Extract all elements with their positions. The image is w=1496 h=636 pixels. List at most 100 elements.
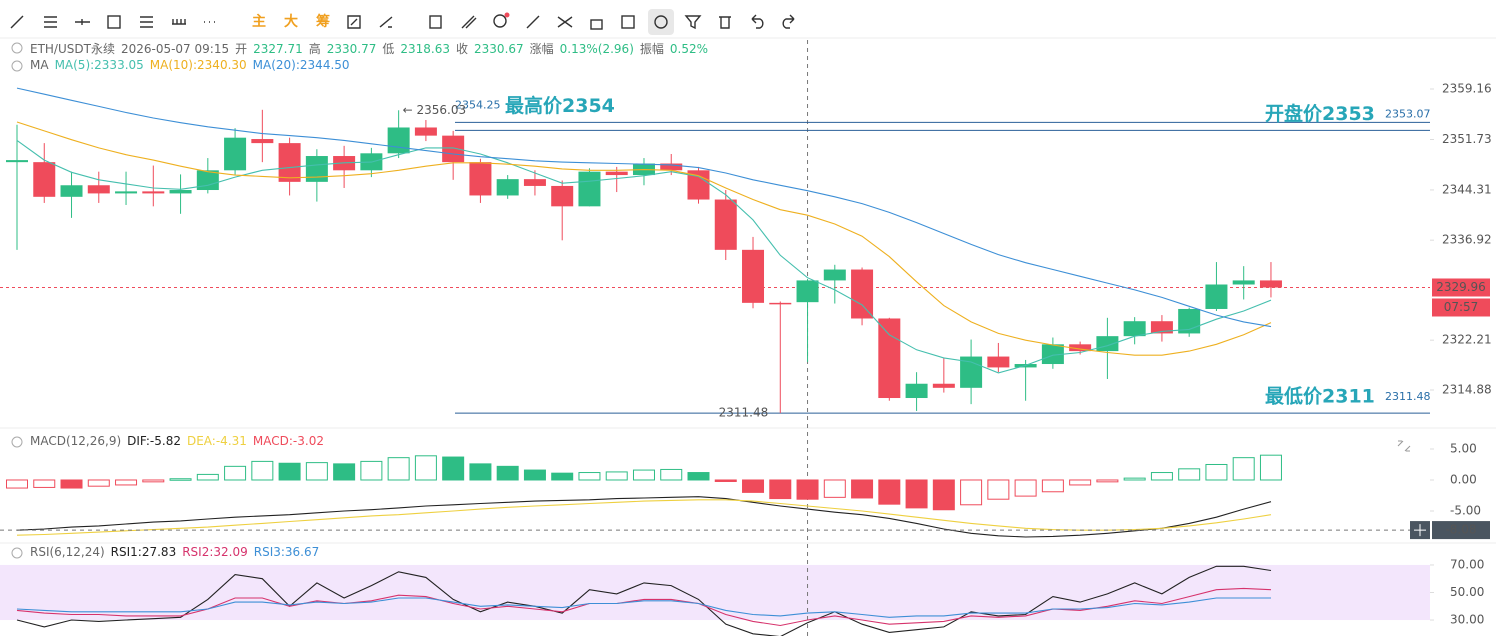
ma-title: MA	[30, 58, 49, 72]
measure-tool[interactable]	[379, 16, 393, 28]
candle-body	[469, 162, 492, 196]
price-tag	[1432, 278, 1490, 297]
undo-tool[interactable]	[751, 14, 764, 29]
macd-bar	[1150, 472, 1173, 481]
line-tool[interactable]	[10, 15, 24, 29]
brush-tool[interactable]	[526, 15, 540, 29]
collapse-icon[interactable]	[11, 547, 23, 559]
ruler-tool[interactable]	[172, 19, 186, 25]
macd-bar	[551, 472, 574, 481]
delete-tool[interactable]	[719, 16, 731, 29]
y-tick-label: 2336.92	[1442, 233, 1492, 247]
toolbar-chip[interactable]: 筹	[316, 13, 330, 30]
legend-entry: MA(20):2344.50	[252, 58, 350, 72]
magnet-tool[interactable]	[461, 15, 477, 29]
menu-tool[interactable]	[44, 16, 57, 28]
expand-icon[interactable]	[1397, 440, 1411, 452]
level-value: 2311.48	[1385, 390, 1431, 403]
macd-bar	[169, 478, 192, 481]
candle-body	[60, 185, 83, 197]
toolbar-big[interactable]: 大	[284, 13, 298, 30]
candle-body	[1205, 284, 1228, 309]
collapse-icon[interactable]	[11, 436, 23, 448]
macd-bar	[1205, 463, 1228, 481]
macd-bar	[987, 479, 1010, 500]
candle-body	[714, 199, 737, 250]
candle-body	[115, 191, 138, 194]
macd-bar	[687, 472, 710, 481]
legend-entry: DIF:-5.82	[127, 434, 181, 448]
macd-bar	[851, 479, 874, 499]
candle-body	[742, 249, 765, 303]
macd-bar	[1178, 468, 1201, 481]
edit-tool[interactable]	[347, 15, 361, 29]
pattern-tool[interactable]	[557, 16, 573, 28]
macd-bar	[1069, 479, 1092, 486]
indicator-line	[16, 496, 1272, 538]
fib-tool[interactable]	[140, 16, 153, 28]
candle-body	[224, 137, 247, 171]
candle-body	[660, 163, 683, 171]
macd-bar	[932, 479, 955, 511]
candle-body	[878, 318, 901, 399]
collapse-icon[interactable]	[11, 42, 23, 54]
macd-bar	[60, 479, 83, 489]
macd-bar	[6, 479, 28, 489]
filter-tool[interactable]	[684, 15, 702, 30]
crosshair-label: -8.08	[1445, 523, 1476, 537]
lock-tool[interactable]	[590, 19, 603, 30]
y-tick-label: 30.00	[1450, 613, 1484, 627]
macd-bar	[1123, 477, 1146, 481]
link-tool[interactable]	[654, 15, 668, 29]
candle-body	[851, 269, 874, 319]
macd-bar	[142, 479, 165, 483]
candle-body	[305, 156, 328, 182]
level-value: 2354.25	[455, 98, 501, 111]
macd-bar	[387, 457, 410, 481]
candle-body	[1150, 321, 1173, 334]
indicator-line	[16, 121, 1272, 356]
candle-body	[551, 185, 574, 207]
candle-body	[1232, 280, 1255, 285]
ma-legend: MA MA(5):2333.05 MA(10):2340.30 MA(20):2344…	[30, 58, 350, 72]
rsi-band	[0, 564, 1430, 621]
toolbar: 主 大 筹	[0, 9, 1496, 39]
template-tool[interactable]	[621, 15, 635, 29]
zoom-tool[interactable]	[493, 14, 507, 28]
macd-bar	[469, 463, 492, 481]
macd-bar	[1096, 479, 1119, 483]
hline-tool[interactable]	[75, 19, 90, 25]
copy-tool[interactable]	[429, 15, 442, 29]
macd-bar	[960, 479, 983, 506]
y-tick-label: 2351.73	[1442, 132, 1492, 146]
level-value: 2353.07	[1385, 107, 1431, 120]
crosshair-plus-icon	[1414, 524, 1426, 537]
candle-body	[169, 190, 192, 194]
macd-bar	[115, 479, 138, 486]
redo-tool[interactable]	[782, 14, 795, 29]
legend-entry: DEA:-4.31	[186, 434, 247, 448]
macd-bar	[333, 463, 356, 481]
candle-body	[6, 160, 28, 163]
level-label: 开盘价2353	[1265, 102, 1375, 125]
candle-body	[823, 269, 846, 281]
candle-body	[605, 171, 628, 176]
info-value: 0.13%(2.96)	[559, 41, 634, 56]
y-tick-label: 0.00	[1450, 472, 1477, 486]
macd-bar	[224, 465, 247, 481]
macd-bar	[305, 462, 328, 481]
candle-body	[33, 162, 56, 197]
rect-tool[interactable]	[107, 15, 121, 29]
symbol: ETH/USDT永续	[30, 42, 115, 56]
info-label: 高	[308, 42, 321, 56]
collapse-icon[interactable]	[11, 60, 23, 72]
macd-bar	[414, 455, 437, 481]
macd-bar	[796, 479, 819, 500]
toolbar-main[interactable]: 主	[252, 13, 266, 30]
time: 2026-05-07 09:15	[120, 41, 230, 56]
y-tick-label: 5.00	[1450, 441, 1477, 455]
info-value: 2330.67	[474, 41, 524, 56]
indicator-line	[16, 87, 1272, 328]
candle-body	[387, 127, 410, 154]
